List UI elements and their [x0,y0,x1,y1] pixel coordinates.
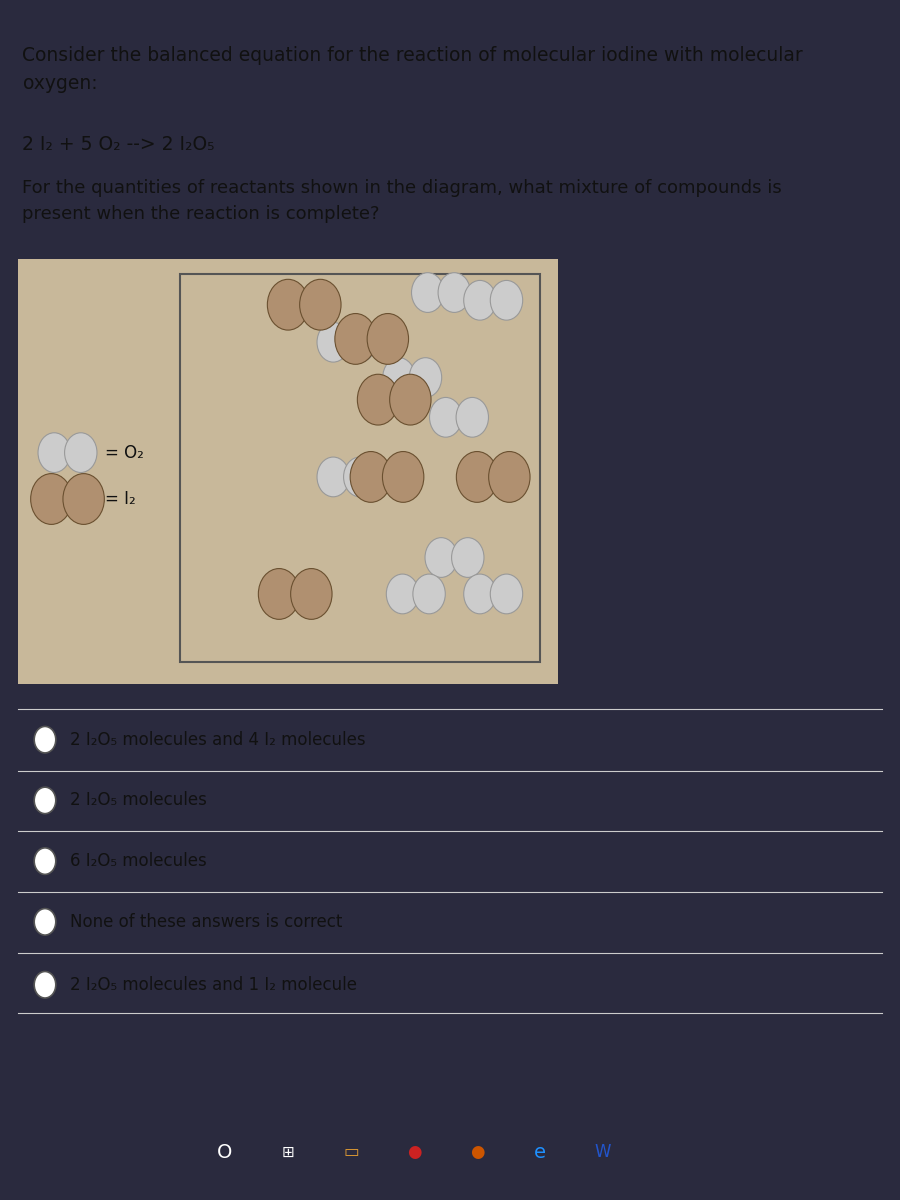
Circle shape [300,280,341,330]
Circle shape [65,433,97,473]
Text: 2 I₂ + 5 O₂ --> 2 I₂O₅: 2 I₂ + 5 O₂ --> 2 I₂O₅ [22,134,215,154]
Text: ●: ● [407,1142,421,1162]
Circle shape [489,451,530,503]
Circle shape [382,358,415,397]
Circle shape [335,313,376,365]
Circle shape [291,569,332,619]
FancyBboxPatch shape [180,274,540,662]
Text: For the quantities of reactants shown in the diagram, what mixture of compounds : For the quantities of reactants shown in… [22,179,782,223]
Circle shape [413,574,446,614]
Text: 2 I₂O₅ molecules and 4 I₂ molecules: 2 I₂O₅ molecules and 4 I₂ molecules [70,731,365,749]
Text: O: O [217,1142,233,1162]
Text: = I₂: = I₂ [105,490,136,508]
Circle shape [317,457,349,497]
Text: = O₂: = O₂ [105,444,144,462]
Circle shape [456,397,489,437]
Text: ▭: ▭ [343,1142,359,1162]
Circle shape [34,726,56,752]
Circle shape [429,397,462,437]
Circle shape [410,358,442,397]
Circle shape [63,474,104,524]
Text: ⊞: ⊞ [282,1145,294,1159]
Text: ●: ● [470,1142,484,1162]
Circle shape [464,281,496,320]
Circle shape [390,374,431,425]
Circle shape [344,457,376,497]
Text: Consider the balanced equation for the reaction of molecular iodine with molecul: Consider the balanced equation for the r… [22,47,803,94]
Circle shape [425,538,457,577]
Circle shape [411,272,444,312]
Circle shape [491,281,523,320]
Circle shape [34,848,56,875]
Text: 2 I₂O₅ molecules and 1 I₂ molecule: 2 I₂O₅ molecules and 1 I₂ molecule [70,976,357,994]
Circle shape [34,908,56,935]
Circle shape [382,451,424,503]
Circle shape [38,433,70,473]
Circle shape [386,574,418,614]
Text: 6 I₂O₅ molecules: 6 I₂O₅ molecules [70,852,207,870]
Circle shape [267,280,309,330]
Text: e: e [534,1142,546,1162]
Circle shape [350,451,392,503]
Circle shape [357,374,399,425]
Text: 2 I₂O₅ molecules: 2 I₂O₅ molecules [70,792,207,809]
FancyBboxPatch shape [18,259,558,684]
Text: W: W [595,1142,611,1162]
Circle shape [344,323,376,362]
Circle shape [367,313,409,365]
Circle shape [452,538,484,577]
Circle shape [464,574,496,614]
Circle shape [31,474,72,524]
Circle shape [438,272,471,312]
Circle shape [34,787,56,814]
Circle shape [34,972,56,998]
Circle shape [456,451,498,503]
Circle shape [491,574,523,614]
Text: None of these answers is correct: None of these answers is correct [70,913,343,931]
Circle shape [258,569,300,619]
Circle shape [317,323,349,362]
